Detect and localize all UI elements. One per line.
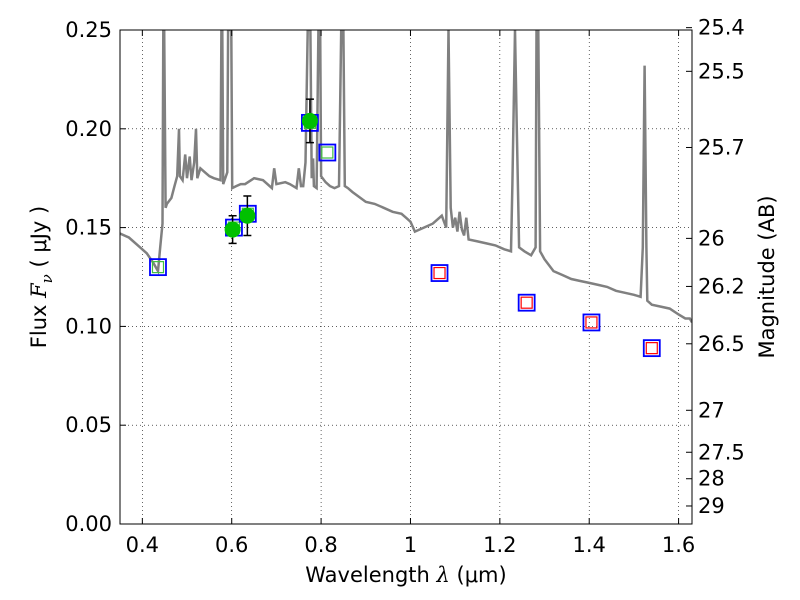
- y-tick-label-right: 26.2: [698, 274, 745, 298]
- x-axis-label: Wavelength λ (μm): [305, 563, 506, 587]
- x-tick-label: 1.2: [483, 533, 516, 557]
- y-tick-label-right: 26.5: [698, 332, 745, 356]
- y-tick-label-right: 25.7: [698, 135, 745, 159]
- synthetic-flux-box-outer: [430, 264, 449, 282]
- synthetic-flux-box-outer: [642, 339, 661, 358]
- x-tick-label: 0.8: [304, 533, 337, 557]
- synthetic-flux-box-outer: [517, 293, 536, 312]
- observed-flux-point: [239, 207, 256, 224]
- y-tick-label-right: 25.5: [698, 59, 745, 83]
- y-axis-label-left: Flux Fν ( μJy ): [27, 206, 56, 348]
- y-tick-label-left: 0.05: [65, 413, 112, 437]
- x-tick-label: 0.4: [126, 533, 159, 557]
- synthetic-flux-box-outer: [149, 258, 167, 277]
- observed-flux-point: [224, 221, 241, 238]
- y-tick-label-right: 28: [698, 467, 725, 491]
- y-tick-label-left: 0.20: [65, 117, 112, 141]
- y-tick-label-right: 29: [698, 494, 725, 518]
- x-tick-label: 0.6: [215, 533, 248, 557]
- synthetic-flux-box-inner: [433, 266, 446, 280]
- observed-flux-point: [301, 112, 318, 129]
- synthetic-flux-box-inner: [520, 296, 533, 309]
- synthetic-flux-box-inner: [321, 146, 334, 159]
- y-axis-label-right: Magnitude (AB): [755, 195, 779, 358]
- synthetic-flux-box-outer: [582, 313, 601, 332]
- synthetic-flux-box-inner: [151, 261, 165, 274]
- y-tick-label-left: 0.00: [65, 512, 112, 536]
- synthetic-flux-box-inner: [645, 342, 658, 355]
- axis-ticks: 0.4 0.6 0.8 1 1.2 1.4 1.6 0.00 0.05 0.10 0.15 0.20 0…: [65, 16, 745, 557]
- y-tick-label-right: 27: [698, 398, 725, 422]
- grid-lines: [120, 29, 692, 525]
- model-spectrum-line: [120, 30, 692, 324]
- axes-frame: [119, 29, 693, 525]
- synthetic-flux-box-inner: [585, 316, 598, 329]
- y-tick-label-right: 26: [698, 226, 725, 250]
- y-tick-label-left: 0.10: [65, 314, 112, 338]
- y-tick-label-left: 0.25: [65, 18, 112, 42]
- synthetic-flux-box-outer: [318, 143, 337, 162]
- x-tick-label: 1.6: [662, 533, 695, 557]
- y-tick-label-right: 25.4: [698, 16, 745, 40]
- y-tick-label-right: 27.5: [698, 440, 745, 464]
- y-tick-label-left: 0.15: [65, 216, 112, 240]
- plot-area: [120, 30, 692, 358]
- x-tick-label: 1.4: [573, 533, 606, 557]
- x-tick-label: 1: [404, 533, 417, 557]
